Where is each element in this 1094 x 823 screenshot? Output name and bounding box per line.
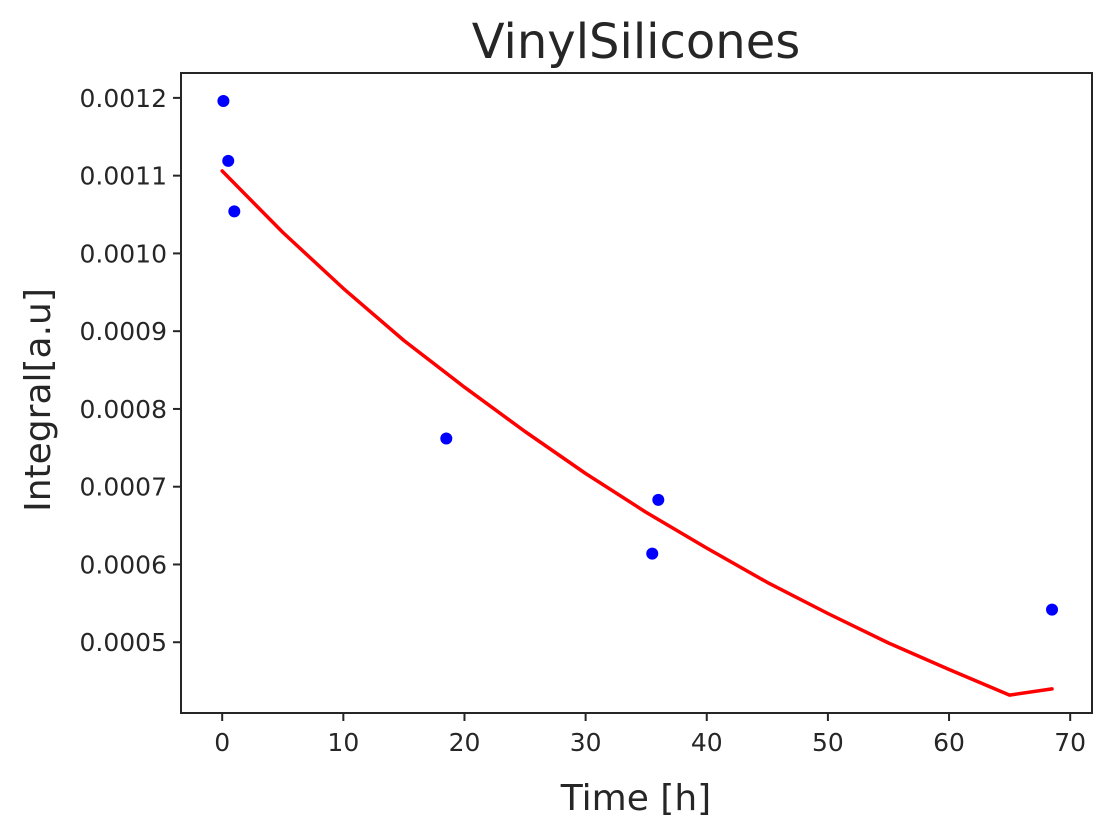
fit-curve (220, 169, 1054, 697)
data-point (652, 493, 665, 506)
x-tick-label: 0 (214, 728, 230, 757)
x-tick-label: 20 (449, 728, 481, 757)
x-tick-label: 10 (327, 728, 359, 757)
x-ticks: 0 10 20 30 40 50 60 70 (214, 713, 1086, 757)
points-layer (217, 94, 1059, 616)
data-point (646, 547, 659, 560)
chart-title: VinylSilicones (472, 14, 800, 70)
fit-layer (220, 169, 1054, 697)
x-tick-label: 50 (812, 728, 844, 757)
data-point (228, 205, 241, 218)
y-ticks: 0.0005 0.0006 0.0007 0.0008 0.0009 0.0010 0.00… (80, 84, 181, 657)
x-tick-label: 60 (933, 728, 965, 757)
x-axis-label: Time [h] (560, 778, 711, 819)
data-point (217, 94, 230, 107)
data-point (222, 154, 235, 167)
y-tick-label: 0.0008 (80, 395, 167, 424)
data-point (1046, 603, 1059, 616)
x-tick-label: 70 (1054, 728, 1086, 757)
y-tick-label: 0.0006 (80, 550, 167, 579)
y-tick-label: 0.0012 (80, 84, 167, 113)
y-tick-label: 0.0005 (80, 628, 167, 657)
data-point (440, 432, 453, 445)
x-tick-label: 30 (570, 728, 602, 757)
plot-area (180, 72, 1093, 714)
x-tick-label: 40 (691, 728, 723, 757)
y-tick-label: 0.0010 (80, 239, 167, 268)
y-tick-label: 0.0011 (80, 162, 167, 191)
y-tick-label: 0.0007 (80, 473, 167, 502)
y-axis-label: Integral[a.u] (18, 288, 59, 512)
y-tick-label: 0.0009 (80, 317, 167, 346)
